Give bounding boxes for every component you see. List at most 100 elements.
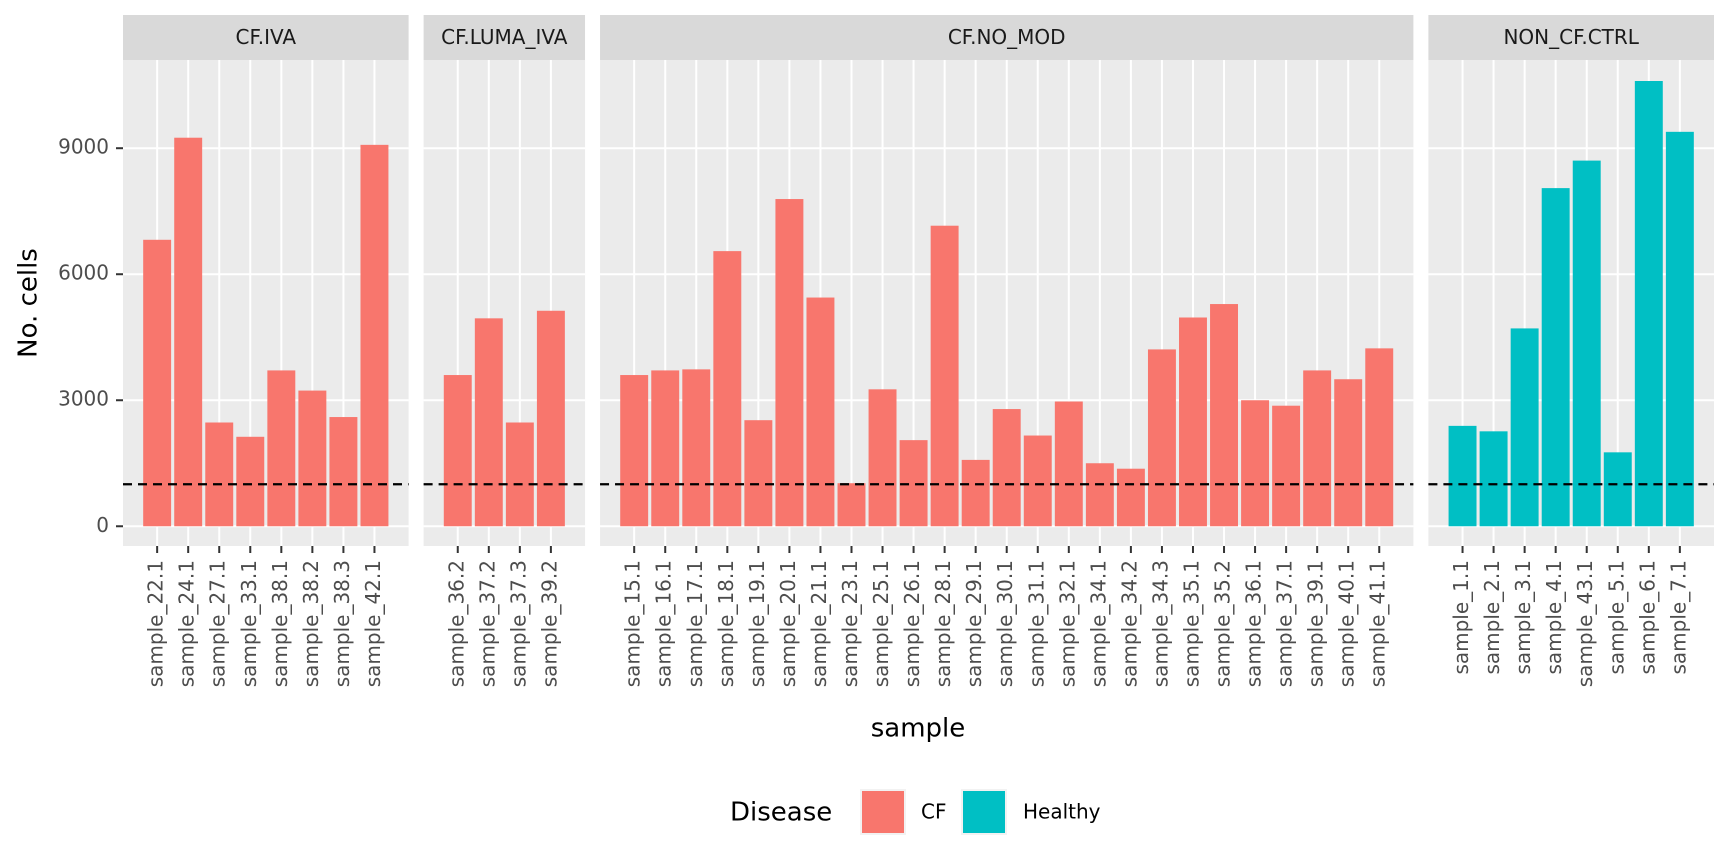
bar — [1272, 405, 1301, 527]
bar — [1479, 431, 1508, 527]
bar — [1210, 304, 1238, 527]
x-tick-label: sample_28.1 — [931, 560, 955, 687]
bar — [536, 310, 565, 527]
bar — [505, 422, 534, 527]
bar — [930, 225, 959, 527]
bar — [1116, 468, 1145, 527]
bar — [837, 483, 866, 527]
bar — [1334, 379, 1363, 527]
bar — [682, 369, 711, 527]
bar — [360, 144, 389, 527]
bar — [868, 389, 897, 527]
facet-strip — [1428, 15, 1714, 60]
x-tick-label: sample_43.1 — [1573, 560, 1597, 687]
y-tick-label: 0 — [96, 513, 109, 537]
facet-strip — [600, 15, 1414, 60]
x-tick-label: sample_32.1 — [1055, 560, 1079, 687]
x-tick-label: sample_30.1 — [993, 560, 1017, 687]
bar — [1448, 425, 1477, 527]
x-tick-label: sample_37.2 — [475, 560, 499, 687]
x-tick-label: sample_29.1 — [962, 560, 986, 687]
x-tick-label: sample_27.1 — [206, 560, 230, 687]
x-axis-label: sample — [871, 714, 966, 744]
y-tick-label: 3000 — [58, 387, 109, 411]
bar — [1665, 131, 1694, 527]
x-tick-label: sample_31.1 — [1024, 560, 1048, 687]
x-tick-label: sample_22.1 — [144, 560, 168, 687]
x-tick-label: sample_42.1 — [361, 560, 385, 687]
bar — [713, 251, 742, 527]
y-tick-label: 9000 — [58, 135, 109, 159]
facet-title: CF.LUMA_IVA — [441, 25, 568, 49]
bar — [474, 318, 503, 527]
x-tick-label: sample_34.3 — [1148, 560, 1172, 687]
x-tick-label: sample_40.1 — [1335, 560, 1359, 687]
legend-key — [862, 791, 904, 833]
legend-label: Healthy — [1023, 800, 1101, 824]
bar — [651, 370, 680, 527]
x-tick-label: sample_7.1 — [1666, 560, 1690, 675]
x-tick-label: sample_35.1 — [1179, 560, 1203, 687]
bar — [443, 375, 472, 527]
x-tick-label: sample_36.1 — [1242, 560, 1266, 687]
x-tick-label: sample_16.1 — [652, 560, 676, 687]
x-tick-label: sample_21.1 — [807, 560, 831, 687]
legend-title: Disease — [730, 798, 832, 828]
bar — [174, 137, 203, 527]
x-tick-label: sample_2.1 — [1480, 560, 1504, 675]
bar — [1241, 400, 1270, 527]
x-tick-label: sample_39.1 — [1304, 560, 1328, 687]
bar — [1147, 349, 1176, 527]
bar — [236, 436, 265, 527]
x-tick-label: sample_34.2 — [1117, 560, 1141, 687]
x-tick-label: sample_26.1 — [900, 560, 924, 687]
bar — [1303, 370, 1332, 527]
bar — [806, 297, 835, 527]
bar — [620, 375, 649, 527]
x-tick-label: sample_23.1 — [838, 560, 862, 687]
bar — [744, 420, 773, 527]
x-tick-label: sample_38.2 — [299, 560, 323, 687]
bar — [205, 422, 234, 527]
bar — [1085, 463, 1114, 527]
facet-title: NON_CF.CTRL — [1503, 25, 1639, 49]
x-tick-label: sample_41.1 — [1366, 560, 1390, 687]
x-tick-label: sample_34.1 — [1086, 560, 1110, 687]
x-tick-label: sample_35.2 — [1211, 560, 1235, 687]
bar — [1603, 452, 1632, 527]
bar — [775, 199, 804, 527]
x-tick-label: sample_17.1 — [683, 560, 707, 687]
facet-strip — [423, 15, 586, 60]
bar — [961, 459, 990, 527]
facet-strip — [123, 15, 409, 60]
bar — [1023, 435, 1052, 527]
x-tick-label: sample_37.1 — [1273, 560, 1297, 687]
x-tick-label: sample_18.1 — [714, 560, 738, 687]
y-tick-label: 6000 — [58, 261, 109, 285]
y-axis-label: No. cells — [14, 248, 44, 358]
bar — [1510, 328, 1539, 527]
bar — [329, 417, 358, 527]
bar — [1572, 160, 1601, 527]
x-tick-label: sample_6.1 — [1635, 560, 1659, 675]
bar — [1634, 81, 1663, 527]
legend-key — [963, 791, 1005, 833]
bar — [1365, 348, 1394, 527]
x-tick-label: sample_4.1 — [1542, 560, 1566, 675]
legend-label: CF — [921, 800, 946, 824]
bar — [267, 370, 296, 527]
x-tick-label: sample_38.1 — [268, 560, 292, 687]
x-tick-label: sample_24.1 — [175, 560, 199, 687]
x-tick-label: sample_5.1 — [1604, 560, 1628, 675]
bar — [1054, 401, 1083, 527]
bar — [1179, 317, 1207, 527]
bar — [298, 390, 327, 527]
x-tick-label: sample_25.1 — [869, 560, 893, 687]
facet-title: CF.IVA — [235, 25, 296, 49]
x-tick-label: sample_33.1 — [237, 560, 261, 687]
x-tick-label: sample_19.1 — [745, 560, 769, 687]
x-tick-label: sample_39.2 — [537, 560, 561, 687]
bar — [1541, 188, 1570, 527]
x-tick-label: sample_36.2 — [444, 560, 468, 687]
